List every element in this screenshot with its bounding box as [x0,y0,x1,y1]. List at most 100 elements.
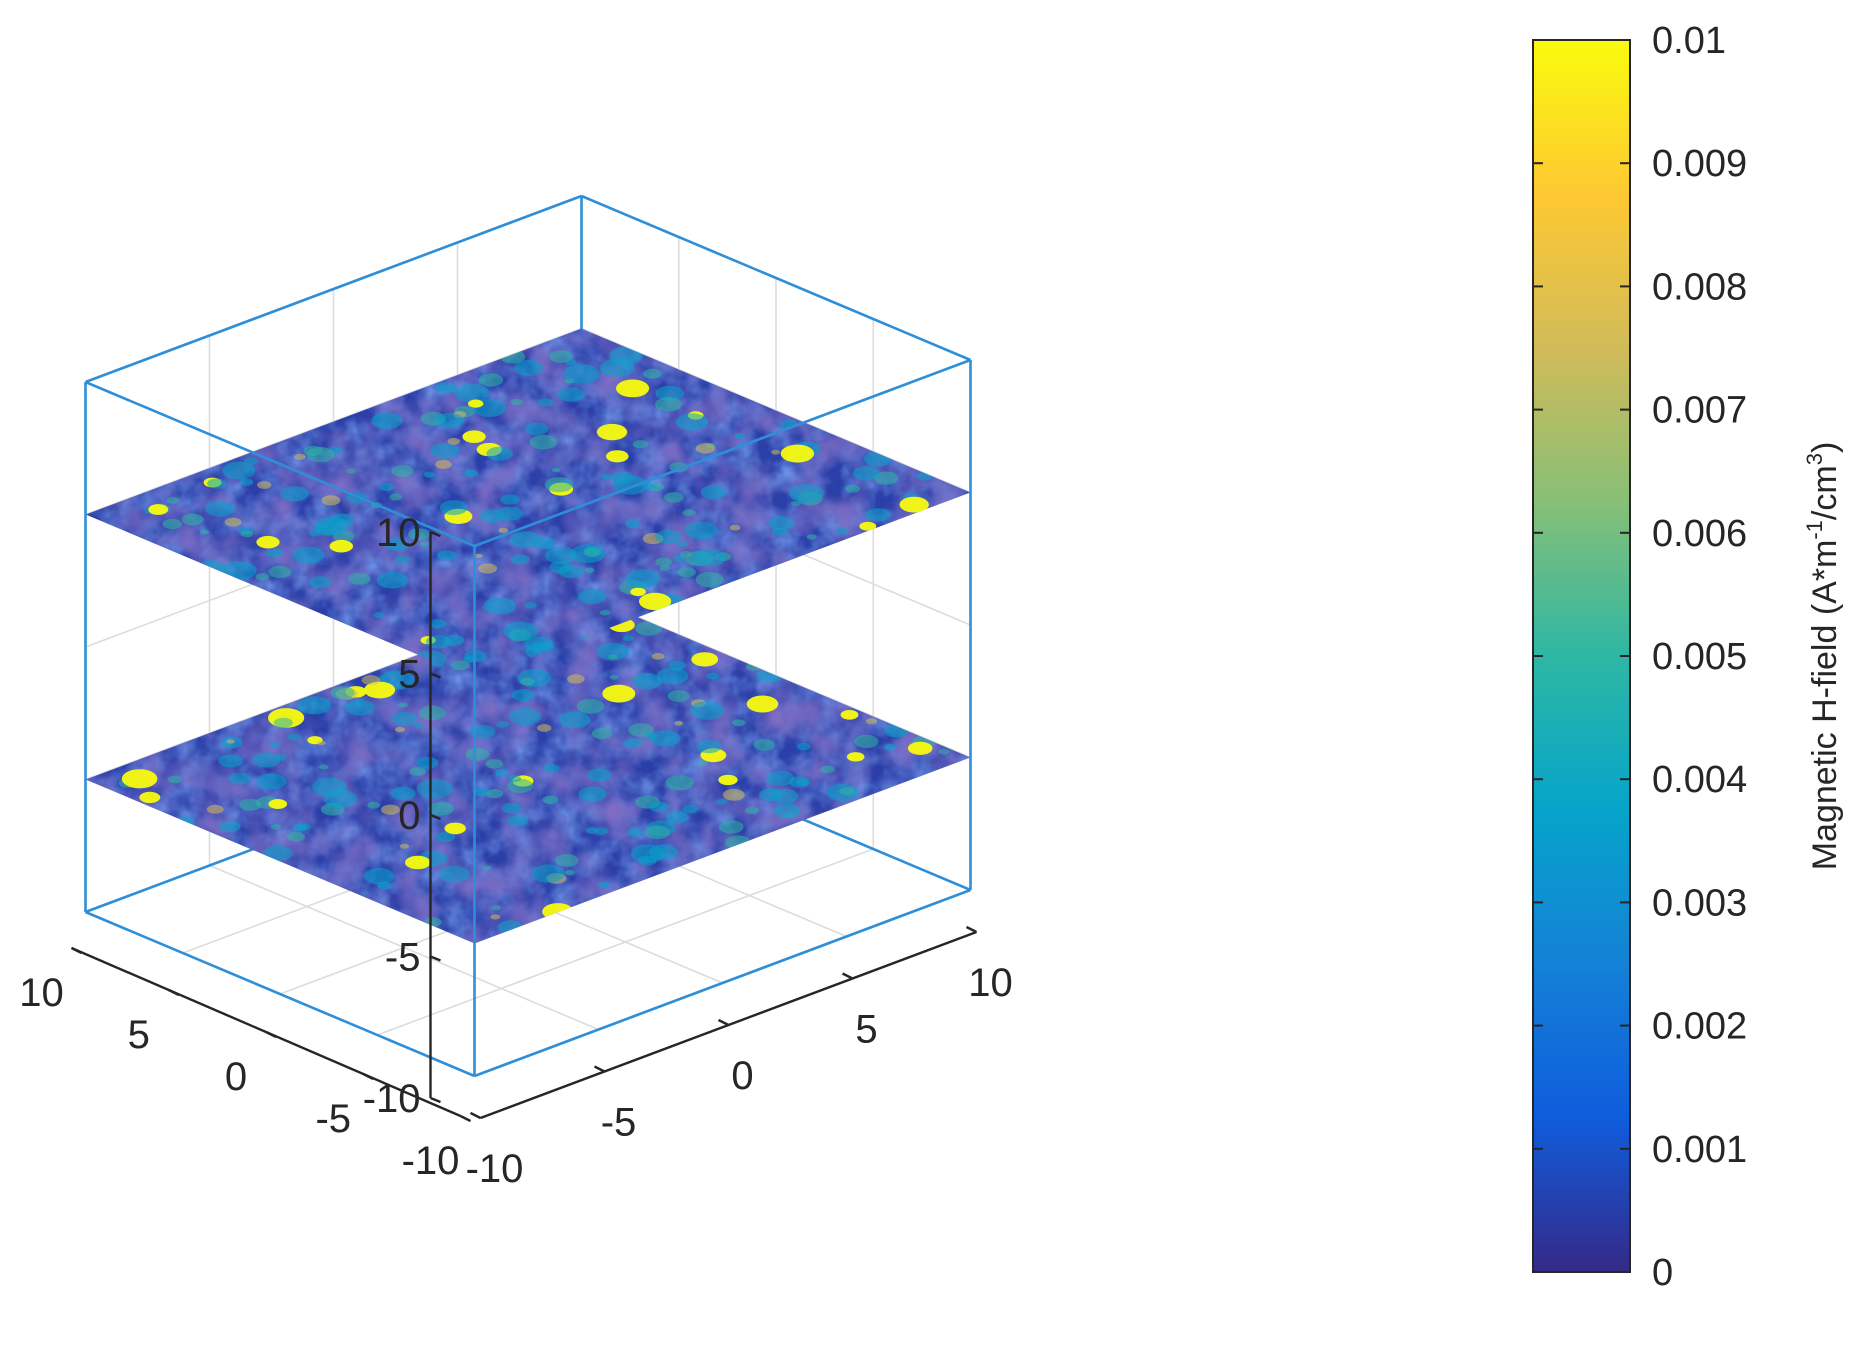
slice-hotspot [197,560,226,575]
x-tick [593,1065,606,1073]
colorbar-title-main: Magnetic H-field (A*m [1806,540,1844,871]
box-edge-front [84,910,476,1078]
slice-hotspot [537,724,552,732]
slice-hotspot [874,471,899,485]
slice-hotspot [496,721,510,728]
slice-hotspot [599,609,611,616]
slice-hotspot [206,804,224,814]
slice-hotspot [543,764,560,773]
z-tick-label: 10 [376,511,421,555]
slice-hotspot [596,423,628,441]
slice-hotspot [485,759,504,769]
slice-hotspot [437,550,457,561]
colorbar-tick-label: 0 [1652,1252,1673,1294]
slice-hotspot [443,634,465,646]
slice-hotspot [399,843,410,849]
slice-hotspot [745,806,759,815]
slice-hotspot [864,451,892,467]
slice-hotspot [722,788,745,801]
y-tick [362,1072,374,1081]
slice-hotspot [766,770,795,786]
slice-hotspot [576,698,605,714]
slice-hotspot [854,734,879,749]
slice-hotspot [367,801,381,809]
slice-hotspot [839,787,855,796]
slice-hotspot [330,686,355,700]
slice-hotspot [416,779,453,799]
x-tick-label: -10 [466,1147,524,1191]
slice-content [85,328,971,679]
slice-hotspot [468,399,484,408]
slice-hotspot [845,484,861,493]
slice-hotspot [226,739,235,744]
slice-hotspot [438,865,470,883]
slice-hotspot [294,453,306,460]
slice-hotspot [655,557,672,567]
slice-hotspot [419,541,430,547]
slice-hotspot [609,675,619,680]
slice-hotspot [506,778,534,794]
slice-hotspot [478,373,504,387]
slice-hotspot [520,677,535,686]
slice-hotspot [486,789,504,799]
slice-hotspot [525,422,549,436]
slice-hotspot [513,360,544,376]
colorbar-tick-label: 0.007 [1652,390,1747,432]
slice-hotspot [239,798,262,811]
slice-hotspot [293,546,325,564]
slice-hotspot [624,569,661,589]
slice-hotspot [167,775,182,784]
slice-hotspot [405,855,431,870]
slice-hotspot [256,773,287,790]
slice-hotspot [899,496,929,513]
slice-hotspot [478,563,498,574]
slice-hotspot [840,710,859,720]
slice-hotspot [729,524,741,531]
slice-hotspot [630,587,646,597]
slice-hotspot [907,741,933,755]
slice-hotspot [938,748,950,755]
x-tick-label: 10 [968,961,1013,1005]
slice-hotspot [418,705,446,721]
slice-hotspot [884,743,897,751]
slice-hotspot [483,597,516,615]
slice-hotspot [491,905,501,911]
slice-hotspot [177,816,195,826]
slice-hotspot [390,786,416,801]
slice-hotspot [510,398,523,406]
slice-hotspot [508,707,542,726]
slice-hotspot [166,496,180,504]
z-tick [430,813,441,821]
colorbar-tick-label: 0.003 [1652,882,1747,924]
slice-hotspot [691,652,719,667]
slice-hotspot [239,478,254,486]
slices [85,328,971,944]
x-tick [841,972,854,980]
slice-hotspot [218,754,243,768]
slice-hotspot [306,447,335,463]
colorbar-tick-label: 0.006 [1652,513,1747,555]
slice-hotspot [609,346,643,365]
z-tick [430,955,441,962]
slice-hotspot [679,551,692,558]
slice-hotspot [451,660,470,671]
slice-hotspot [379,483,395,491]
slice-hotspot [252,752,281,768]
slice-hotspot [623,635,634,642]
slice-hotspot [430,443,460,459]
slice-hotspot [497,920,524,935]
slice-hotspot [265,548,284,558]
slice-hotspot [664,492,684,503]
slice-hotspot [732,719,746,727]
slice-hotspot [501,802,523,814]
slice-hotspot [695,443,716,454]
slice-hotspot [348,572,371,585]
slice-hotspot [644,825,670,840]
slice-hotspot [545,546,578,565]
slice-hotspot [538,398,554,407]
slice-hotspot [756,668,783,683]
slice-hotspot [820,765,835,774]
slice-hotspot [469,724,496,739]
slice-hotspot [596,642,630,661]
